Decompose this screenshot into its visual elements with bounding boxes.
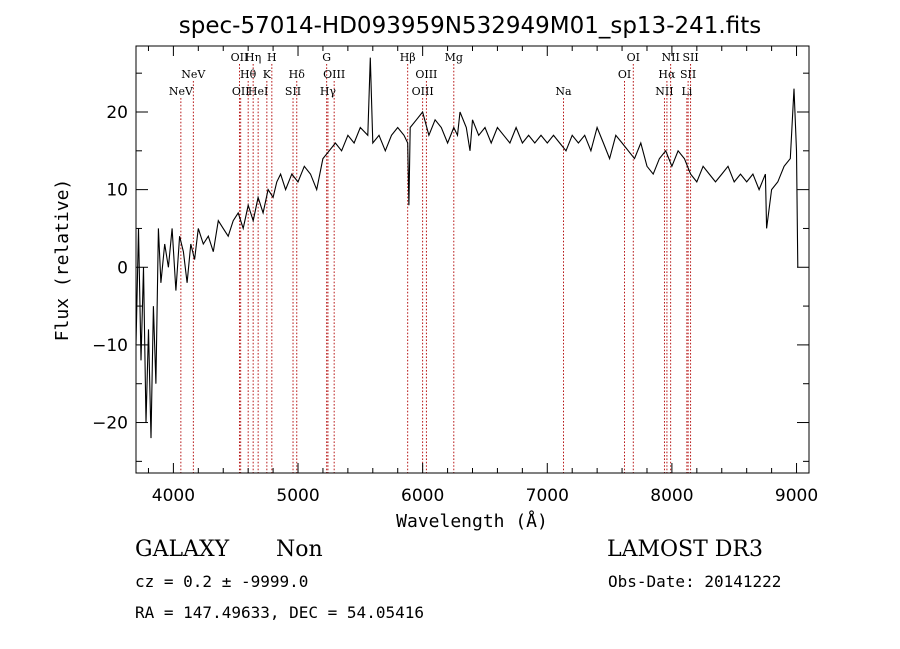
x-tick-label: 7000 — [526, 486, 569, 506]
chart-title: spec-57014-HD093959N532949M01_sp13-241.f… — [179, 13, 761, 39]
y-tick-label: −10 — [92, 336, 128, 356]
spectral-line-markers — [180, 64, 692, 473]
x-tick-label: 6000 — [401, 486, 444, 506]
x-axis-ticks: 4000 5000 6000 7000 8000 9000 — [147, 46, 818, 506]
line-label: NeV — [181, 68, 206, 81]
line-label: OII — [231, 51, 249, 64]
y-axis-ticks: −20 −10 0 10 20 — [92, 72, 809, 462]
survey-label: LAMOST DR3 — [607, 537, 763, 562]
line-label: SII — [682, 51, 698, 64]
line-label: Hδ — [289, 68, 306, 81]
line-label: SII — [680, 68, 696, 81]
line-label: Hη — [245, 51, 261, 64]
line-label: HeI — [248, 85, 268, 98]
line-label: OIII — [412, 85, 434, 98]
x-tick-label: 9000 — [775, 486, 818, 506]
x-tick-label: 4000 — [152, 486, 195, 506]
y-tick-label: 10 — [106, 181, 128, 201]
coordinates-text: RA = 147.49633, DEC = 54.05416 — [135, 603, 424, 622]
line-label: OIII — [415, 68, 437, 81]
line-label: G — [322, 51, 331, 64]
line-label: Hθ — [240, 68, 257, 81]
y-tick-label: 20 — [106, 103, 128, 123]
line-label: Na — [555, 85, 572, 98]
subclass-label: Non — [276, 537, 323, 562]
line-label: NII — [655, 85, 673, 98]
line-label: Hα — [658, 68, 676, 81]
line-label: Mg — [445, 51, 463, 64]
line-label: K — [263, 68, 272, 81]
x-tick-label: 5000 — [276, 486, 319, 506]
line-label: NII — [661, 51, 679, 64]
y-tick-label: −20 — [92, 414, 128, 434]
line-label: OI — [618, 68, 631, 81]
y-tick-label: 0 — [117, 258, 128, 278]
y-axis-label: Flux (relative) — [52, 179, 73, 342]
line-label: Hβ — [400, 51, 416, 64]
line-label: OII — [232, 85, 250, 98]
line-label: H — [267, 51, 277, 64]
class-label: GALAXY — [135, 537, 230, 562]
x-tick-label: 8000 — [650, 486, 693, 506]
x-axis-label: Wavelength (Å) — [396, 510, 548, 532]
obs-date-text: Obs-Date: 20141222 — [608, 572, 782, 591]
flux-series-line — [135, 57, 799, 439]
line-label: Li — [681, 85, 692, 98]
redshift-text: cz = 0.2 ± -9999.0 — [135, 572, 309, 591]
line-label: NeV — [169, 85, 194, 98]
plot-frame — [135, 45, 810, 474]
line-label: OI — [627, 51, 640, 64]
line-label: Hγ — [320, 85, 337, 98]
line-label: SII — [285, 85, 301, 98]
spectral-line-labels: NeV NeV OII OII Hθ Hη HeI KH SII Hδ G Hγ OIII Hβ OIII O… — [169, 51, 699, 98]
line-label: OIII — [323, 68, 345, 81]
